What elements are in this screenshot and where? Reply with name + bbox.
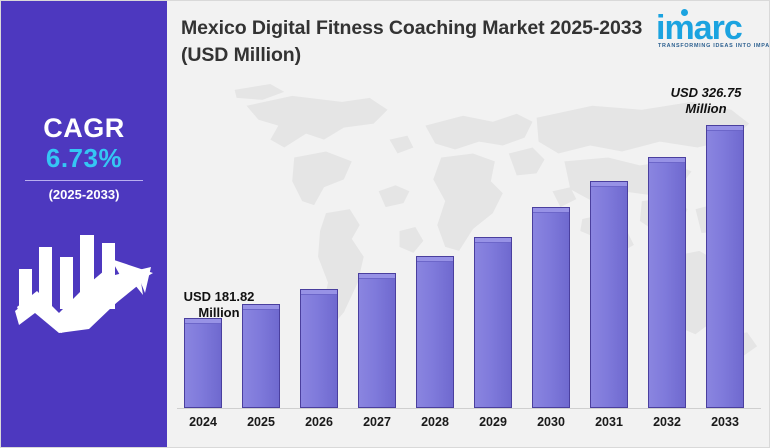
bar-2031[interactable] <box>590 181 628 408</box>
bar-cap <box>243 305 279 310</box>
bar-cap <box>359 274 395 279</box>
last-value-label: USD 326.75 Million <box>670 85 742 116</box>
bar-cap <box>591 182 627 187</box>
bar-2029[interactable] <box>474 237 512 408</box>
bar-cap <box>301 290 337 295</box>
bar-2024[interactable] <box>184 318 222 408</box>
bar-cap <box>707 126 743 131</box>
bar-2028[interactable] <box>416 256 454 408</box>
cagr-value: 6.73% <box>45 143 123 173</box>
year-label-2025: 2025 <box>247 415 275 429</box>
cagr-panel: CAGR 6.73% (2025-2033) <box>1 1 167 447</box>
bar-2033[interactable] <box>706 125 744 408</box>
logo-wordmark: imarc <box>656 9 743 47</box>
bar-2027[interactable] <box>358 273 396 408</box>
bar-2030[interactable] <box>532 207 570 408</box>
cagr-divider <box>25 180 143 181</box>
year-label-2027: 2027 <box>363 415 391 429</box>
year-label-2033: 2033 <box>711 415 739 429</box>
year-label-2028: 2028 <box>421 415 449 429</box>
bar-2032[interactable] <box>648 157 686 408</box>
year-label-2031: 2031 <box>595 415 623 429</box>
logo-tagline: TRANSFORMING IDEAS INTO IMPACT <box>658 43 770 49</box>
bar-cap <box>417 257 453 262</box>
cagr-label: CAGR <box>43 113 125 143</box>
cagr-block: CAGR 6.73% (2025-2033) <box>1 113 167 203</box>
first-value-label: USD 181.82 Million <box>183 289 255 320</box>
cagr-period: (2025-2033) <box>48 187 120 202</box>
logo-dot-icon <box>681 9 688 16</box>
year-label-2029: 2029 <box>479 415 507 429</box>
bar-chart-plot: USD 181.82 Million USD 326.75 Million <box>167 1 769 447</box>
chart-panel: Mexico Digital Fitness Coaching Market 2… <box>167 1 770 447</box>
x-axis-line <box>177 408 761 409</box>
year-label-2026: 2026 <box>305 415 333 429</box>
page-title: Mexico Digital Fitness Coaching Market 2… <box>181 17 643 66</box>
bar-cap <box>185 319 221 324</box>
year-label-2032: 2032 <box>653 415 681 429</box>
year-label-2030: 2030 <box>537 415 565 429</box>
bar-cap <box>533 208 569 213</box>
bar-2026[interactable] <box>300 289 338 408</box>
year-label-2024: 2024 <box>189 415 217 429</box>
bar-2025[interactable] <box>242 304 280 408</box>
bar-cap <box>475 238 511 243</box>
bar-cap <box>649 158 685 163</box>
imarc-logo[interactable]: imarc TRANSFORMING IDEAS INTO IMPACT <box>656 7 770 53</box>
growth-bar-arrow-icon <box>15 235 153 333</box>
